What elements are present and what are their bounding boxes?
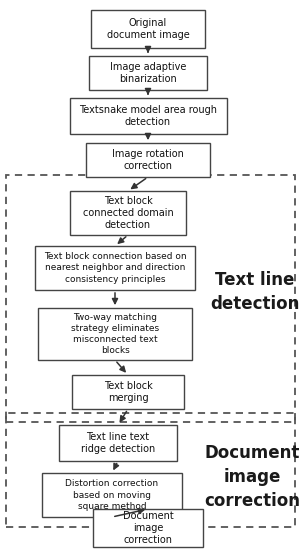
Bar: [35, 246, 195, 290]
Text: Image adaptive
binarization: Image adaptive binarization: [110, 62, 186, 84]
Bar: [6, 175, 295, 422]
Bar: [70, 191, 186, 235]
Text: Image rotation
correction: Image rotation correction: [112, 149, 184, 171]
Text: Text line
detection: Text line detection: [210, 271, 300, 313]
Text: Distortion correction
based on moving
square method: Distortion correction based on moving sq…: [66, 480, 159, 510]
Bar: [42, 473, 182, 517]
Text: Document
image
correction: Document image correction: [204, 444, 300, 510]
Text: Two-way matching
strategy eliminates
misconnected text
blocks: Two-way matching strategy eliminates mis…: [71, 313, 159, 355]
Text: Text line text
ridge detection: Text line text ridge detection: [81, 432, 155, 454]
Text: Text block
connected domain
detection: Text block connected domain detection: [83, 196, 173, 230]
Bar: [6, 413, 295, 527]
Bar: [69, 98, 226, 134]
Bar: [93, 509, 203, 547]
Bar: [86, 143, 210, 177]
Bar: [72, 375, 184, 409]
Text: Text block
merging: Text block merging: [104, 381, 153, 403]
Text: Text block connection based on
nearest neighbor and direction
consistency princi: Text block connection based on nearest n…: [44, 252, 186, 284]
Bar: [91, 10, 205, 48]
Text: Original
document image: Original document image: [107, 18, 189, 40]
Text: Textsnake model area rough
detection: Textsnake model area rough detection: [79, 105, 217, 127]
Bar: [38, 308, 192, 360]
Text: Document
image
correction: Document image correction: [123, 510, 173, 546]
Bar: [89, 56, 207, 90]
Bar: [59, 425, 177, 461]
